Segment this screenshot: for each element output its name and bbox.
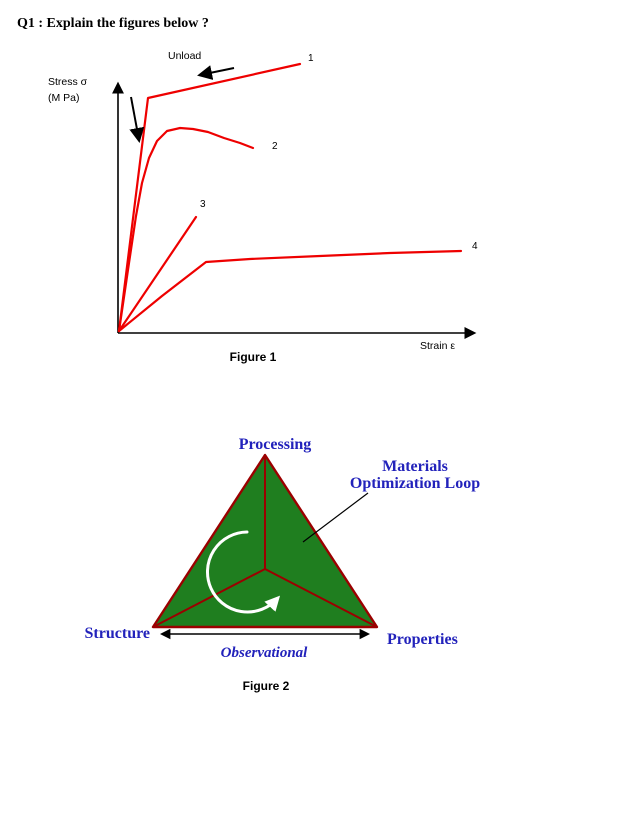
- processing-label: Processing: [238, 436, 312, 453]
- loop-label-line1: Materials: [382, 458, 448, 475]
- observational-label: Observational: [220, 645, 308, 661]
- structure-label: Structure: [84, 625, 150, 642]
- curve-3: [117, 215, 198, 333]
- curve-2: [117, 126, 255, 333]
- curve-label-3: 3: [200, 199, 206, 210]
- curve-label-1: 1: [308, 53, 314, 64]
- unload-label: Unload: [168, 50, 202, 62]
- unload-arrow-down: [129, 96, 145, 143]
- figure2-caption: Figure 2: [242, 679, 290, 693]
- y-axis-label-line2: (M Pa): [48, 92, 80, 104]
- properties-label: Properties: [387, 631, 458, 648]
- question-heading: Q1 : Explain the figures below ?: [17, 16, 209, 31]
- x-axis-label: Strain ε: [420, 340, 456, 352]
- loop-label-line2: Optimization Loop: [349, 475, 481, 492]
- stress-strain-curves: [117, 62, 463, 333]
- loop-pointer-line: [302, 492, 369, 543]
- y-axis-label-line1: Stress σ: [48, 76, 88, 88]
- curve-1: [117, 62, 302, 333]
- optimization-loop-arrow: [206, 530, 281, 614]
- curve-4: [117, 249, 463, 333]
- figure1-caption: Figure 1: [229, 350, 277, 364]
- materials-optimization-loop-label: Materials Optimization Loop: [335, 458, 495, 492]
- curve-label-4: 4: [472, 241, 478, 252]
- unload-arrow-top: [197, 65, 235, 80]
- curve-label-2: 2: [272, 141, 278, 152]
